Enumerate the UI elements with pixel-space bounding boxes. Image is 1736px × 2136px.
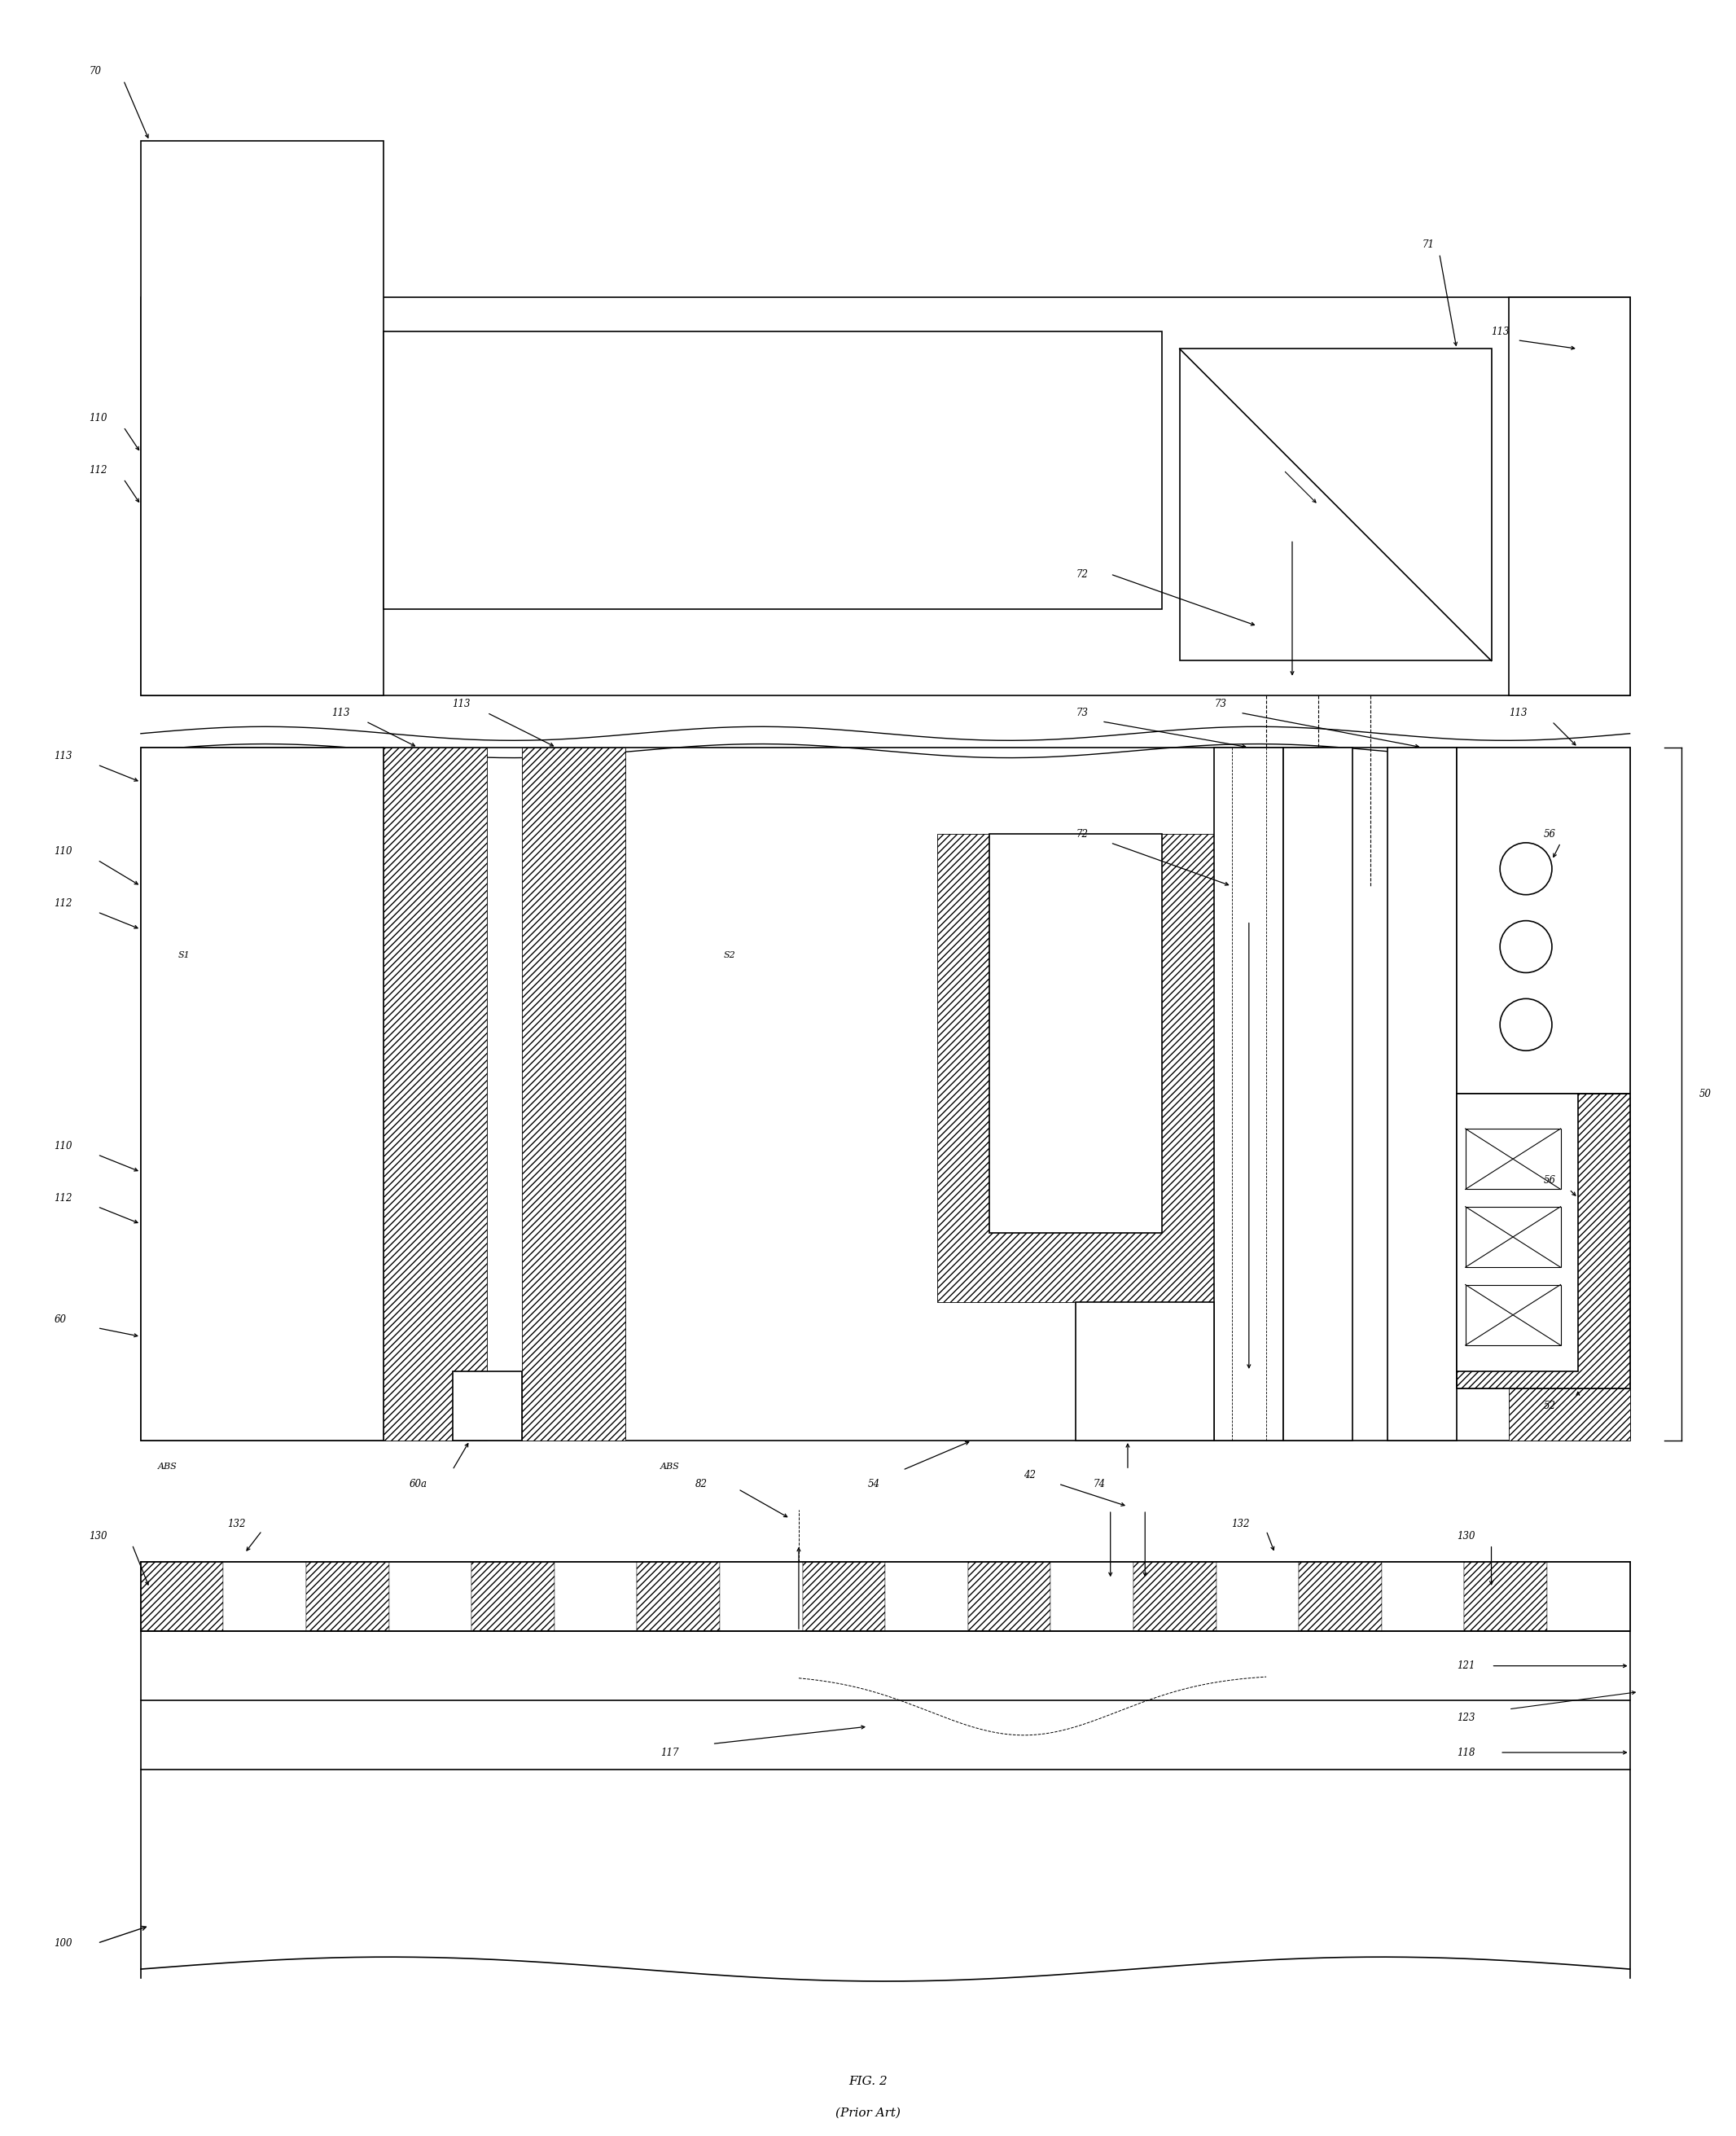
- Bar: [523, 748, 625, 1440]
- Text: 74: 74: [1094, 1478, 1106, 1489]
- Text: S2: S2: [724, 951, 736, 959]
- Text: (Prior Art): (Prior Art): [835, 2108, 901, 2119]
- Bar: [1180, 348, 1491, 660]
- Text: 110: 110: [54, 846, 73, 857]
- Text: 54: 54: [868, 1478, 880, 1489]
- Text: 72: 72: [1076, 829, 1088, 839]
- Bar: [1457, 1094, 1630, 1388]
- Bar: [141, 141, 384, 696]
- Text: 132: 132: [1231, 1519, 1250, 1529]
- Bar: [1299, 1561, 1382, 1632]
- Bar: [1457, 1094, 1630, 1388]
- Bar: [720, 1561, 802, 1632]
- Bar: [1465, 1207, 1561, 1267]
- Text: 110: 110: [89, 412, 108, 423]
- Bar: [969, 1561, 1050, 1632]
- Bar: [1134, 1561, 1217, 1632]
- Text: 73: 73: [1213, 698, 1227, 709]
- Text: 123: 123: [1457, 1713, 1476, 1724]
- Bar: [1050, 1561, 1134, 1632]
- Bar: [384, 331, 1163, 609]
- Bar: [1076, 1303, 1213, 1440]
- Bar: [1547, 1561, 1630, 1632]
- Bar: [141, 1561, 1630, 1632]
- Text: 117: 117: [660, 1747, 679, 1758]
- Bar: [802, 1561, 885, 1632]
- Text: 50: 50: [1700, 1089, 1712, 1100]
- Bar: [1465, 1284, 1561, 1346]
- Bar: [1213, 748, 1283, 1440]
- Bar: [453, 1371, 523, 1440]
- Bar: [1509, 1388, 1630, 1440]
- Text: S1: S1: [179, 951, 189, 959]
- Text: 118: 118: [1457, 1747, 1476, 1758]
- Bar: [1465, 1561, 1547, 1632]
- Text: 113: 113: [1491, 327, 1510, 337]
- Bar: [990, 833, 1163, 1232]
- Text: 113: 113: [453, 698, 470, 709]
- Bar: [306, 1561, 389, 1632]
- Bar: [554, 1561, 637, 1632]
- Bar: [141, 748, 1630, 1440]
- Text: 113: 113: [332, 707, 349, 718]
- Text: 42: 42: [1024, 1470, 1036, 1480]
- Bar: [1382, 1561, 1465, 1632]
- Text: 56: 56: [1543, 829, 1555, 839]
- Bar: [1465, 1128, 1561, 1190]
- Text: 72: 72: [1076, 568, 1088, 579]
- Text: 71: 71: [1422, 239, 1434, 250]
- Text: 112: 112: [54, 897, 73, 908]
- Bar: [389, 1561, 472, 1632]
- Bar: [637, 1561, 720, 1632]
- Text: ABS: ABS: [158, 1463, 177, 1472]
- Bar: [141, 748, 384, 1440]
- Bar: [1283, 748, 1352, 1440]
- Text: ABS: ABS: [660, 1463, 679, 1472]
- Bar: [1217, 1561, 1299, 1632]
- Text: 60: 60: [54, 1314, 66, 1324]
- Bar: [1457, 1094, 1578, 1371]
- Bar: [384, 748, 488, 1440]
- Text: 130: 130: [89, 1532, 108, 1542]
- Text: 132: 132: [227, 1519, 247, 1529]
- Bar: [1457, 748, 1630, 1094]
- Bar: [885, 1561, 969, 1632]
- Bar: [472, 1561, 554, 1632]
- Text: 100: 100: [54, 1937, 73, 1948]
- Text: 110: 110: [54, 1141, 73, 1151]
- Text: 60a: 60a: [410, 1478, 427, 1489]
- Text: 56: 56: [1543, 1175, 1555, 1185]
- Text: 82: 82: [694, 1478, 707, 1489]
- Bar: [141, 1561, 224, 1632]
- Text: 70: 70: [89, 66, 101, 77]
- Text: 73: 73: [1076, 707, 1088, 718]
- Text: 130: 130: [1457, 1532, 1476, 1542]
- Bar: [1387, 748, 1457, 1440]
- Text: FIG. 2: FIG. 2: [849, 2076, 887, 2087]
- Bar: [141, 297, 1630, 696]
- Bar: [224, 1561, 306, 1632]
- Text: 112: 112: [89, 466, 108, 476]
- Text: 121: 121: [1457, 1660, 1476, 1670]
- Text: 52: 52: [1543, 1401, 1555, 1412]
- Text: 112: 112: [54, 1192, 73, 1203]
- Bar: [1509, 297, 1630, 696]
- Text: 113: 113: [1509, 707, 1528, 718]
- Text: 113: 113: [54, 750, 73, 760]
- Bar: [937, 833, 1213, 1303]
